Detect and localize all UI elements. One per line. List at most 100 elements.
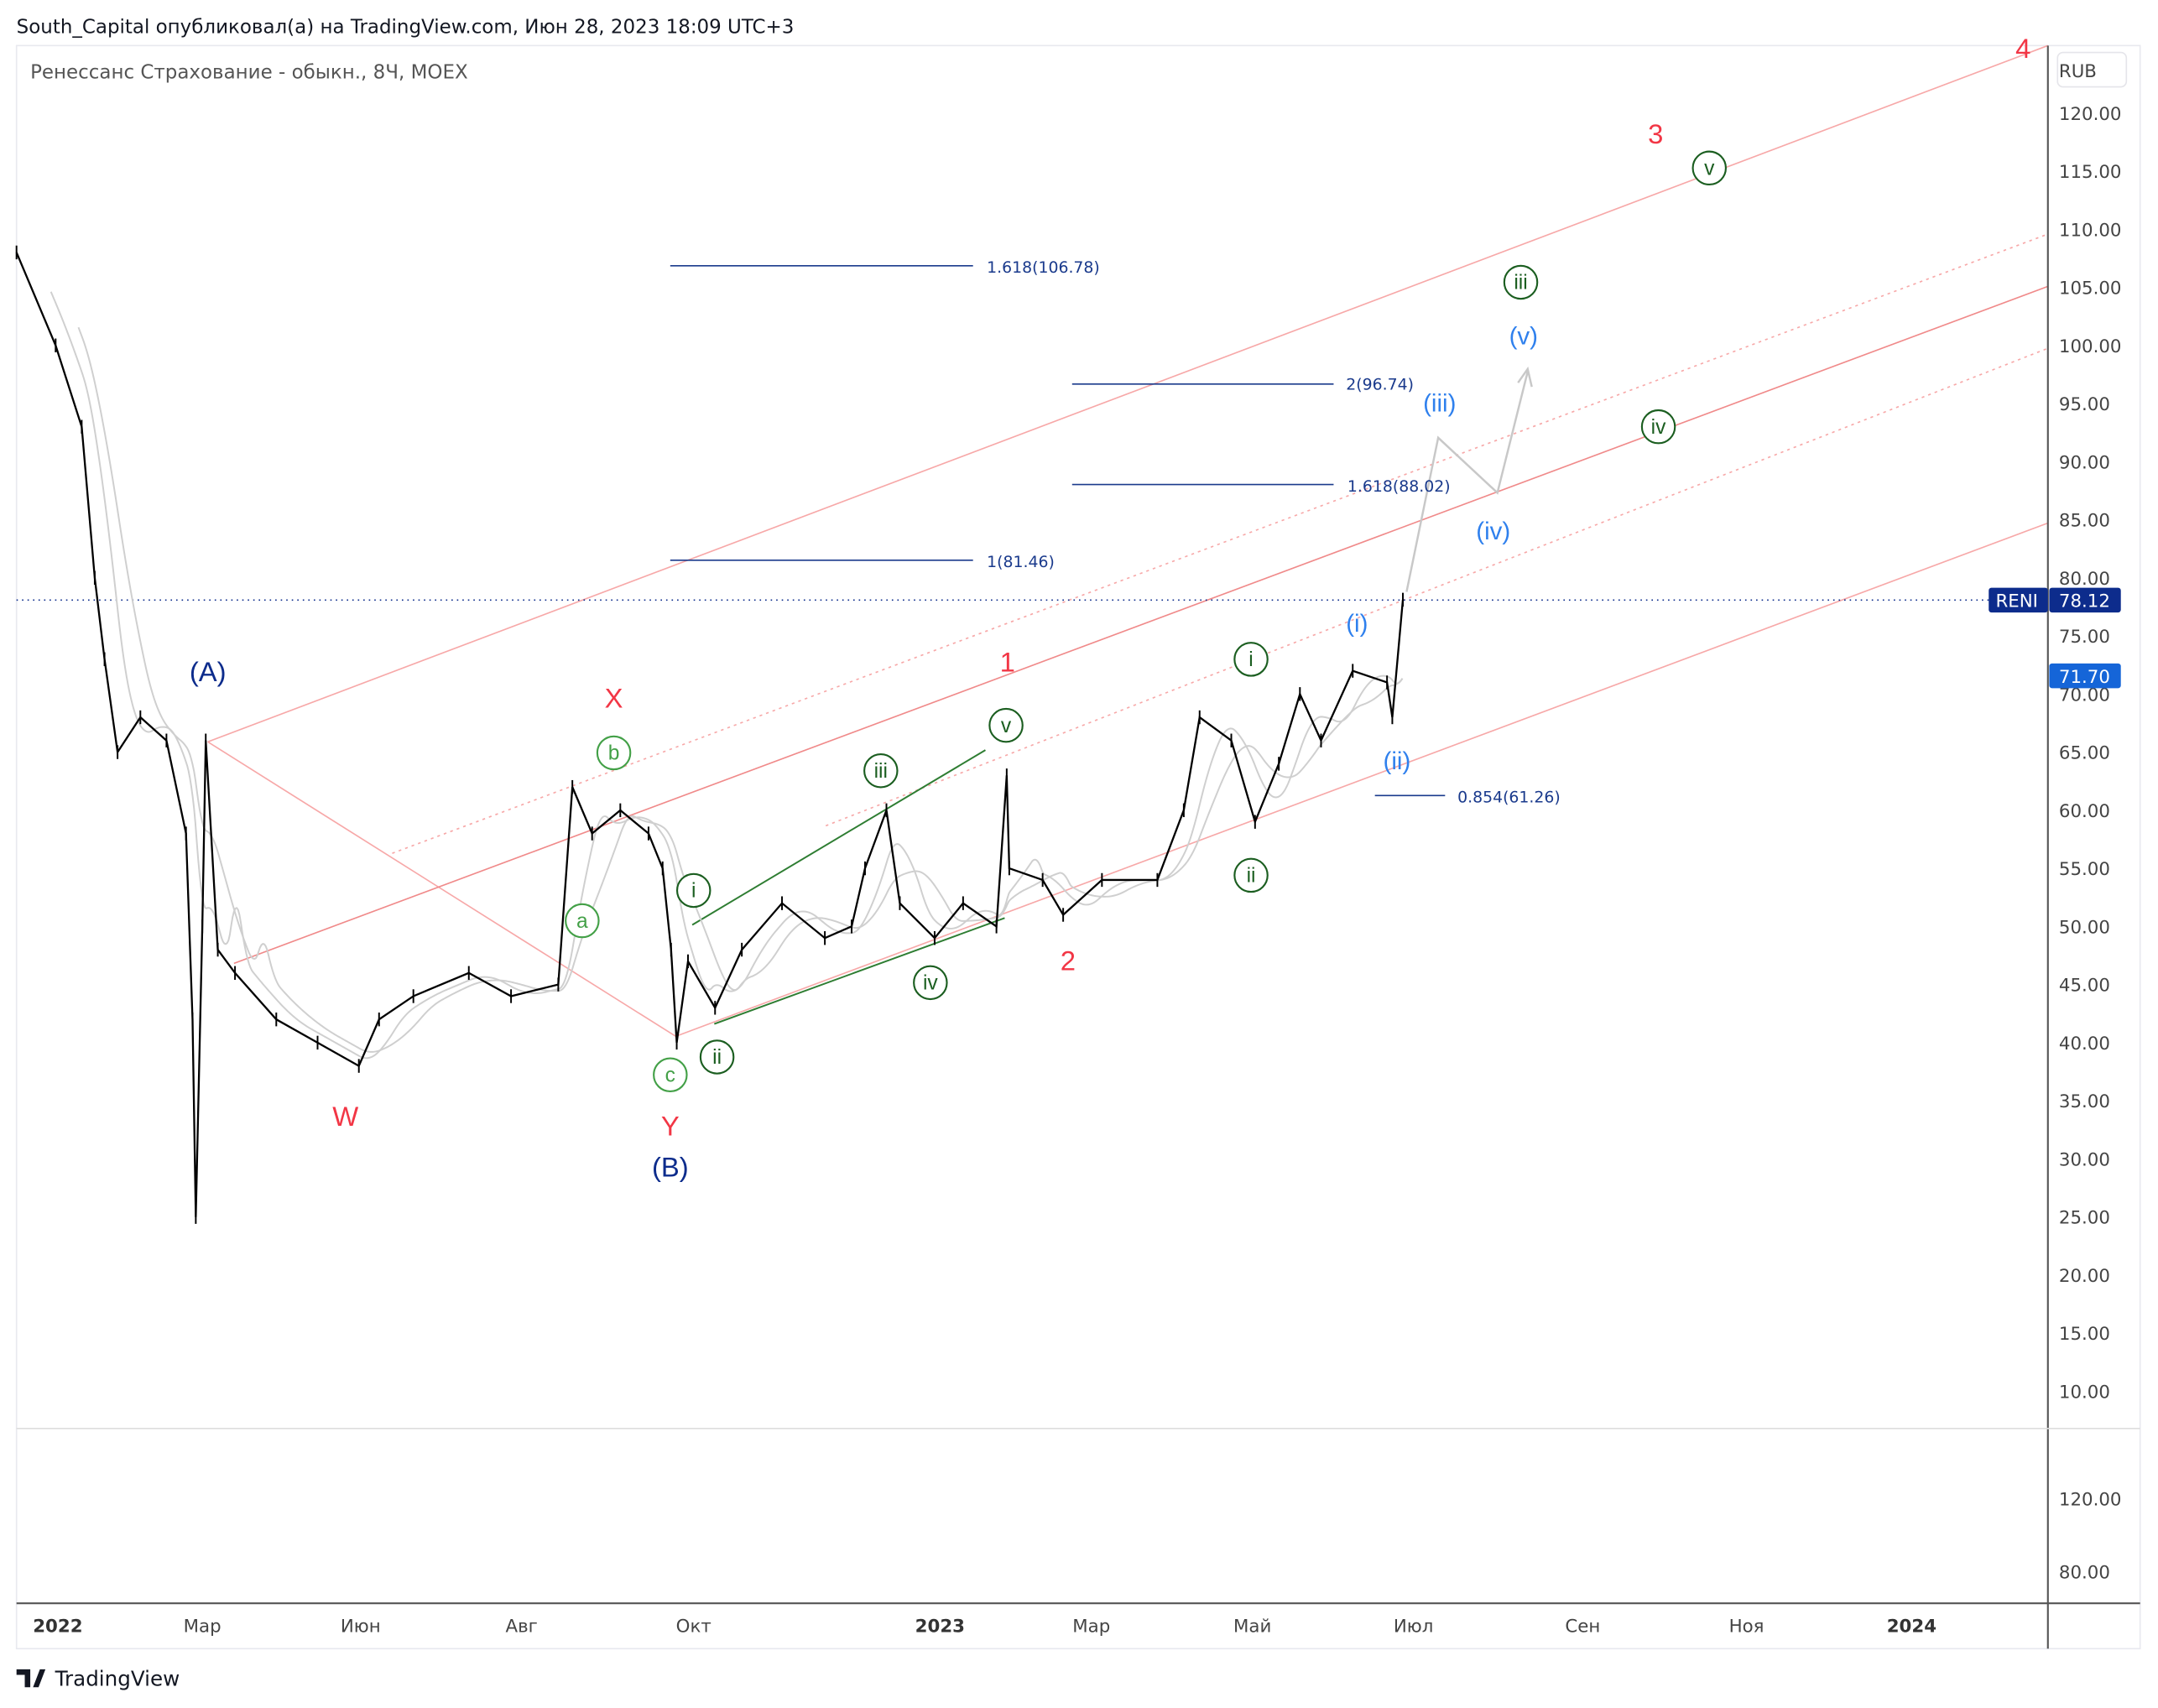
second-price: 71.70 <box>2059 667 2110 688</box>
price-tick: 20.00 <box>2059 1266 2110 1287</box>
wave-label-circled: iii <box>863 753 899 789</box>
price-tick: 110.00 <box>2059 220 2122 241</box>
ticker-label: RENI <box>1995 591 2038 612</box>
ticker-badge <box>1989 587 2048 613</box>
fib-label: 2(96.74) <box>1346 375 1414 393</box>
wave-label: 4 <box>2015 33 2030 64</box>
fib-label: 1.618(106.78) <box>987 258 1100 277</box>
wave-label: (A) <box>190 656 227 687</box>
wave-label-text: a <box>576 910 588 933</box>
time-tick: Окт <box>676 1617 712 1638</box>
circle-icon <box>699 1039 735 1075</box>
price-tick: 80.00 <box>2059 569 2110 590</box>
wave-label-text: iii <box>1514 272 1527 294</box>
price-tick: 95.00 <box>2059 394 2110 415</box>
circle-icon <box>1233 857 1269 893</box>
moving-average-line <box>77 326 1404 1053</box>
wave-label: (i) <box>1346 610 1368 638</box>
wave-label: 2 <box>1061 945 1076 976</box>
price-tick: 30.00 <box>2059 1149 2110 1170</box>
projection-path <box>1405 366 1533 592</box>
circle-icon <box>1233 642 1269 677</box>
wave-label: X <box>605 682 623 713</box>
price-tick: 100.00 <box>2059 336 2122 357</box>
wave-label-text: b <box>608 742 620 765</box>
wave-label-circled: iii <box>1503 264 1539 300</box>
tradingview-logo-icon <box>16 1669 46 1688</box>
wave-label-text: ii <box>1247 865 1256 888</box>
tradingview-logo[interactable]: TradingView <box>16 1667 180 1691</box>
wedge-lines <box>691 749 1005 1025</box>
currency-button[interactable] <box>2056 51 2128 88</box>
time-tick: Июл <box>1394 1617 1434 1638</box>
time-tick: 2023 <box>915 1617 965 1638</box>
wave-label-text: iv <box>923 972 938 995</box>
wave-label-circled: b <box>596 735 632 771</box>
last-price: 78.12 <box>2059 591 2110 612</box>
moving-average-line <box>50 291 1404 1060</box>
wave-label-circled: iv <box>913 965 948 1001</box>
price-series <box>15 245 1405 1224</box>
price-tick: 55.00 <box>2059 859 2110 880</box>
last-price-badge <box>2049 587 2121 613</box>
price-tick: 65.00 <box>2059 743 2110 764</box>
wave-label-text: iv <box>1651 416 1666 439</box>
circle-icon <box>565 903 600 939</box>
volume-tick: 80.00 <box>2059 1563 2110 1584</box>
price-tick: 40.00 <box>2059 1034 2110 1054</box>
time-tick: Мар <box>184 1617 222 1638</box>
wave-label: (iv) <box>1476 518 1510 545</box>
wave-label-circled: c <box>653 1057 688 1093</box>
channel-lines <box>207 44 2049 1038</box>
time-tick: Ноя <box>1729 1617 1764 1638</box>
moving-averages <box>50 291 1404 1060</box>
wave-label-text: c <box>665 1064 675 1086</box>
time-tick: 2022 <box>33 1617 82 1638</box>
time-tick: Мар <box>1072 1617 1110 1638</box>
wave-label-circled: ii <box>1233 857 1269 893</box>
price-tick: 105.00 <box>2059 279 2122 299</box>
circle-icon <box>1640 409 1676 445</box>
circle-icon <box>988 707 1024 743</box>
price-tick: 75.00 <box>2059 627 2110 648</box>
wave-label-text: i <box>1248 648 1253 671</box>
wave-label: (iii) <box>1423 390 1456 418</box>
wave-label-circled: v <box>1691 150 1728 186</box>
fib-label: 1.618(88.02) <box>1347 477 1451 496</box>
wave-label-circled: i <box>675 872 712 909</box>
price-tick: 60.00 <box>2059 801 2110 822</box>
wave-label-circled: v <box>988 707 1024 743</box>
price-tick: 120.00 <box>2059 104 2122 125</box>
tradingview-logo-text: TradingView <box>55 1667 180 1691</box>
price-axis[interactable]: 120.00 115.00 110.00 105.00 100.00 95.00 90.00… <box>2059 104 2122 1403</box>
wave-label: (ii) <box>1384 747 1411 775</box>
symbol-title[interactable]: Ренессанс Страхование - обыкн., 8Ч, MOEX <box>30 62 468 84</box>
wave-label-circled: iv <box>1640 409 1676 445</box>
price-tick: 15.00 <box>2059 1324 2110 1345</box>
wave-label-circled: ii <box>699 1039 735 1075</box>
time-tick: Май <box>1233 1617 1271 1638</box>
price-tick: 85.00 <box>2059 511 2110 532</box>
circle-icon <box>1691 150 1728 186</box>
wave-label-text: v <box>1001 715 1012 737</box>
price-tick: 115.00 <box>2059 162 2122 183</box>
circle-icon <box>1503 264 1539 300</box>
wave-label-text: ii <box>712 1046 722 1069</box>
fib-label: 1(81.46) <box>987 553 1055 571</box>
time-tick: Авг <box>506 1617 538 1638</box>
price-tick: 45.00 <box>2059 976 2110 997</box>
second-price-badge <box>2049 663 2121 689</box>
wave-label: Y <box>661 1110 680 1141</box>
time-tick: 2024 <box>1887 1617 1936 1638</box>
price-tick: 70.00 <box>2059 685 2110 706</box>
wave-label-text: i <box>691 880 696 903</box>
circle-icon <box>913 965 948 1001</box>
circle-icon <box>863 753 899 789</box>
wave-label: 3 <box>1648 118 1663 149</box>
price-tick: 35.00 <box>2059 1091 2110 1112</box>
price-tick: 90.00 <box>2059 452 2110 473</box>
chart-frame <box>15 44 2141 1650</box>
time-axis[interactable]: 2022 Мар Июн Авг Окт 2023 Мар Май Июл Сен Ноя 2024 <box>33 1617 1936 1638</box>
price-tick: 10.00 <box>2059 1382 2110 1403</box>
